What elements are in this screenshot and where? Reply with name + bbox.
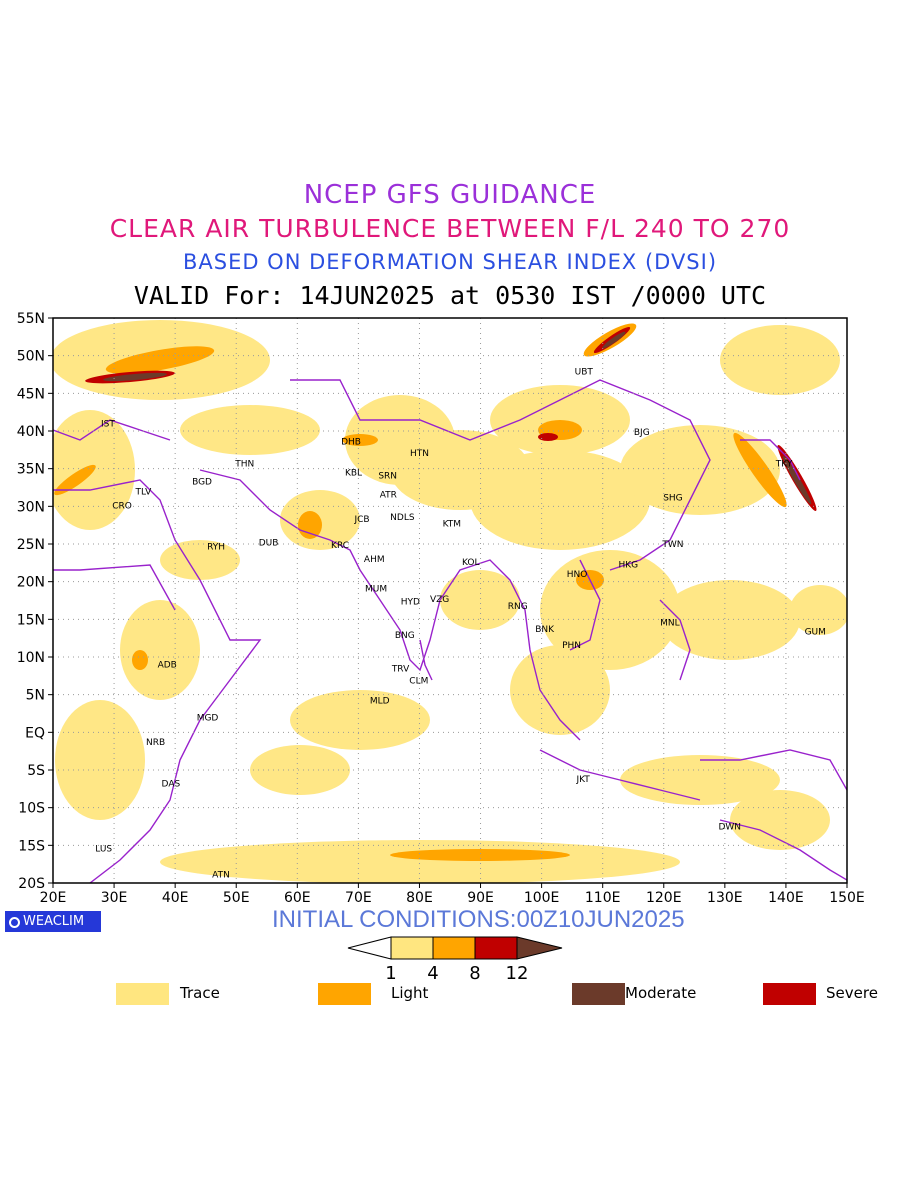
station-label: TKY (775, 459, 793, 469)
station-label: VZG (430, 595, 449, 605)
lat-label: 10N (17, 650, 45, 666)
lon-label: 150E (829, 890, 865, 906)
lon-label: 40E (162, 890, 189, 906)
lon-label: 130E (707, 890, 743, 906)
lat-label: 10S (18, 801, 45, 817)
station-label: KOL (462, 558, 480, 568)
lat-label: 40N (17, 424, 45, 440)
station-label: DWN (718, 823, 741, 833)
lat-lon-grid (53, 318, 847, 883)
station-label: THN (234, 459, 254, 469)
latitude-labels: 55N 50N 45N 40N 35N 30N 25N 20N 15N 10N 5N EQ 5S 10S 1… (17, 311, 45, 892)
station-label: TLV (135, 487, 153, 497)
legend-swatch-light (318, 983, 371, 1005)
station-label: CLM (409, 676, 428, 686)
station-label: BNG (395, 631, 415, 641)
station-label: ATN (212, 871, 230, 881)
lat-label: 15N (17, 612, 45, 628)
coastlines (53, 379, 847, 883)
lat-label: 35N (17, 462, 45, 478)
lat-label: 50N (17, 349, 45, 365)
lon-label: 80E (406, 890, 433, 906)
lat-label: 20S (18, 876, 45, 892)
station-label: MNL (660, 618, 680, 628)
lat-label: 5S (27, 763, 45, 779)
lon-label: 70E (345, 890, 372, 906)
legend-swatch-trace (116, 983, 169, 1005)
legend-swatch-moderate (572, 983, 625, 1005)
turbulence-shading (53, 318, 847, 883)
lat-label: 25N (17, 537, 45, 553)
station-label: ATR (380, 490, 397, 500)
legend-swatch-severe (763, 983, 816, 1005)
lon-label: 100E (524, 890, 560, 906)
title-method: BASED ON DEFORMATION SHEAR INDEX (DVSI) (182, 250, 718, 274)
legend-label-moderate: Moderate (625, 984, 697, 1002)
lon-label: 90E (467, 890, 494, 906)
station-label: JKT (575, 775, 590, 785)
lat-label: 45N (17, 386, 45, 402)
station-label: ADB (158, 661, 177, 671)
station-label: HKG (619, 560, 639, 570)
station-label: KBL (345, 468, 362, 478)
station-label: LUS (95, 844, 112, 854)
station-label: GUM (805, 627, 826, 637)
lon-label: 30E (101, 890, 128, 906)
legend-label-trace: Trace (180, 984, 220, 1002)
station-label: RNG (508, 602, 528, 612)
station-label: CRO (112, 502, 132, 512)
station-label: TRV (391, 664, 410, 674)
station-label: JCB (353, 515, 369, 525)
title-parameter: CLEAR AIR TURBULENCE BETWEEN F/L 240 TO … (109, 214, 791, 243)
lon-label: 120E (646, 890, 682, 906)
station-label: SRN (378, 471, 397, 481)
station-label: BNK (535, 625, 555, 635)
lat-label: 5N (26, 688, 45, 704)
station-label: DUB (259, 538, 279, 548)
lon-label: 110E (585, 890, 621, 906)
weaclim-badge[interactable]: WEACLIM (5, 911, 101, 932)
lon-label: 140E (768, 890, 804, 906)
station-label: KRC (331, 541, 349, 551)
station-label: KTM (443, 520, 461, 530)
station-label: SHG (663, 493, 682, 503)
lat-label: 20N (17, 575, 45, 591)
station-label: HYD (401, 597, 420, 607)
station-label: MLD (370, 697, 390, 707)
station-label: BJG (634, 428, 650, 438)
station-label: TWN (661, 540, 683, 550)
station-label: RYH (207, 542, 225, 552)
station-label: AHM (364, 555, 385, 565)
lon-label: 60E (284, 890, 311, 906)
weaclim-logo-icon (9, 917, 20, 928)
longitude-labels: 20E 30E 40E 50E 60E 70E 80E 90E 100E 110E 120E 130E… (40, 890, 865, 906)
weaclim-label: WEACLIM (23, 914, 85, 929)
station-label: MGD (197, 713, 219, 723)
legend-label-light: Light (391, 984, 429, 1002)
lat-label: 15S (18, 838, 45, 854)
station-label: HTN (410, 449, 429, 459)
legend-label-severe: Severe (826, 984, 878, 1002)
station-label: BGD (192, 477, 212, 487)
station-label: NRB (146, 738, 165, 748)
station-label: UBT (575, 367, 594, 377)
map-frame (52, 317, 848, 884)
title-product: NCEP GFS GUIDANCE (303, 180, 597, 210)
station-label: IST (101, 419, 115, 429)
station-label: MUM (365, 584, 387, 594)
title-valid-time: VALID For: 14JUN2025 at 0530 IST /0000 U… (133, 281, 767, 310)
station-label: DHB (341, 438, 361, 448)
initial-conditions: INITIAL CONDITIONS:00Z10JUN2025 (272, 906, 685, 933)
lon-label: 50E (223, 890, 250, 906)
station-label: HNO (567, 570, 588, 580)
lat-label: 55N (17, 311, 45, 327)
station-label: PHN (562, 641, 581, 651)
lat-label: EQ (25, 725, 45, 741)
station-label: NDLS (390, 513, 415, 523)
lat-label: 30N (17, 499, 45, 515)
station-label: DAS (162, 780, 181, 790)
lon-label: 20E (40, 890, 67, 906)
